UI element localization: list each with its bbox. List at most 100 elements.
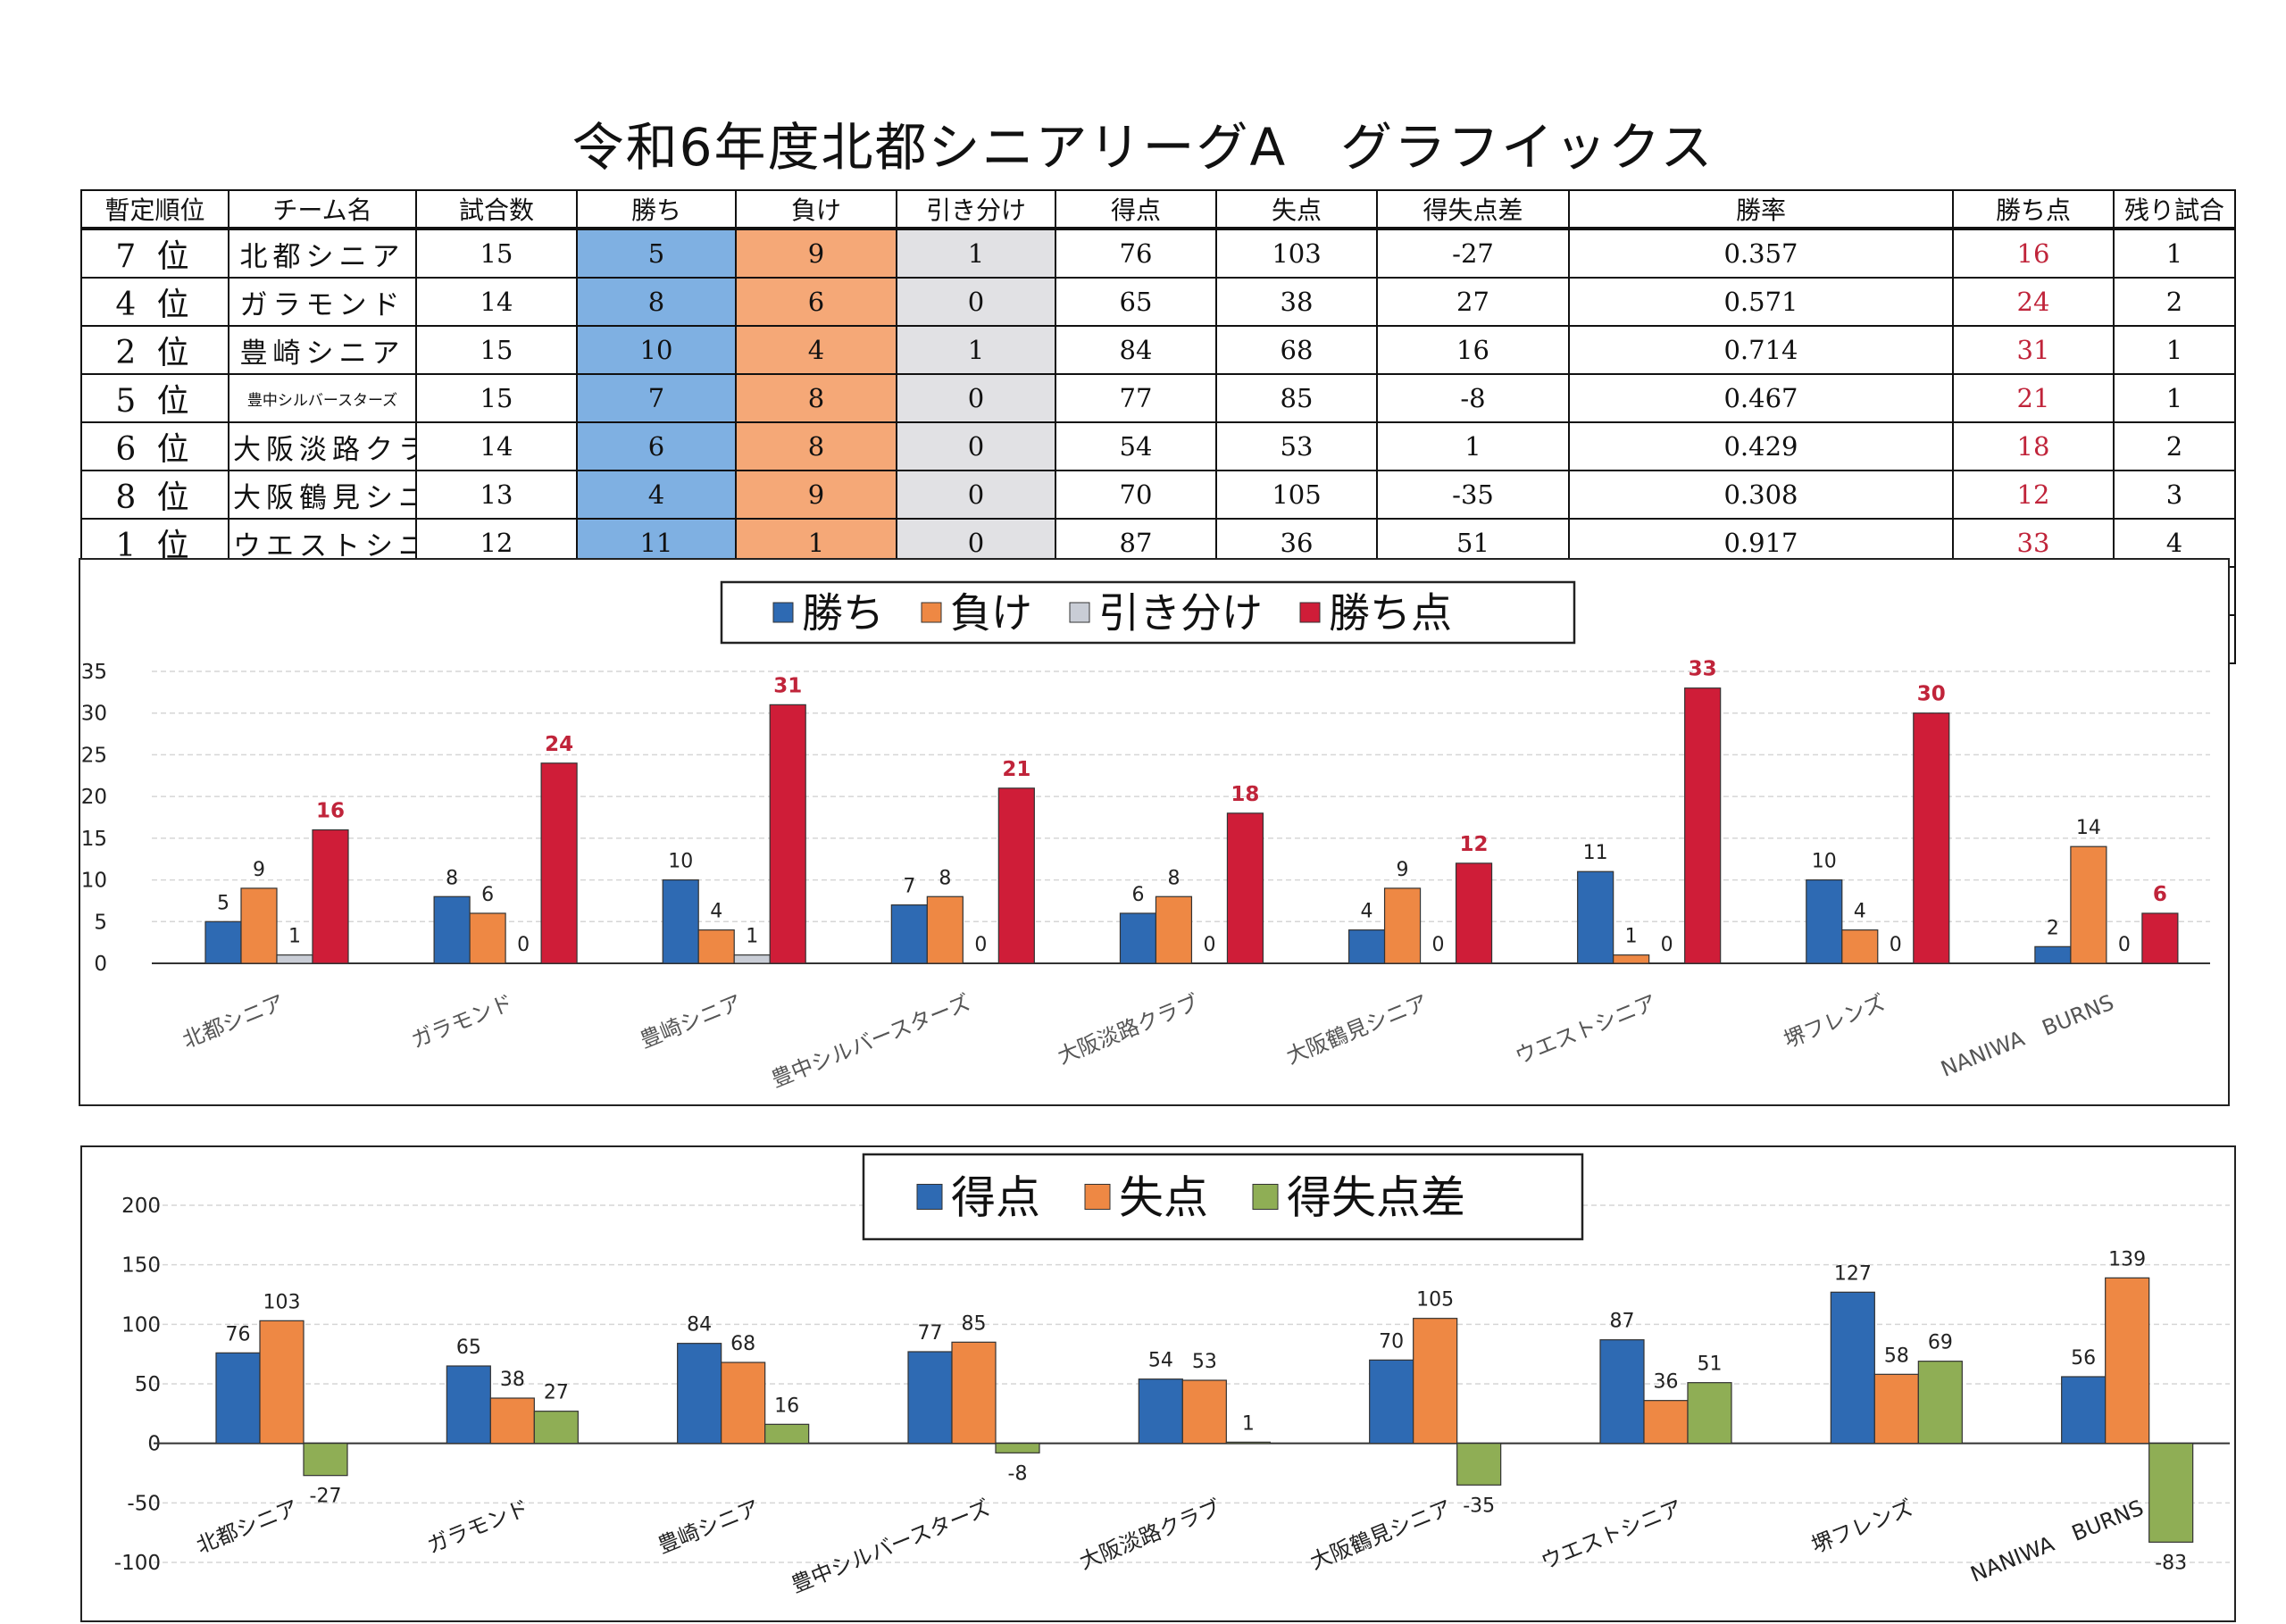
y-tick-label: 100 xyxy=(121,1313,161,1337)
bar-win xyxy=(662,879,699,964)
table-row: 4 位ガラモンド 14 8 6 0 65 38 27 0.571 24 2 xyxy=(80,277,2236,327)
data-label: 9 xyxy=(253,859,265,881)
bar-points xyxy=(540,762,578,964)
data-label: 85 xyxy=(962,1312,987,1335)
cell-win: 6 xyxy=(576,421,737,471)
cell-points: 24 xyxy=(1952,277,2115,327)
bar-allowed xyxy=(259,1320,305,1445)
data-label: 0 xyxy=(1432,934,1445,956)
cell-remaining: 3 xyxy=(2113,470,2236,520)
data-label: 69 xyxy=(1928,1332,1953,1354)
category-label: 堺フレンズ xyxy=(1808,1495,1916,1559)
cell-allowed: 85 xyxy=(1215,373,1378,423)
category-label: 豊中シルバースターズ xyxy=(788,1495,994,1598)
cell-games: 15 xyxy=(415,373,578,423)
y-tick-label: 10 xyxy=(81,870,107,893)
cell-win: 10 xyxy=(576,325,737,375)
bar-win xyxy=(1347,929,1386,964)
bar-draw xyxy=(733,954,771,964)
y-tick-label: 200 xyxy=(121,1195,161,1218)
bar-points xyxy=(1684,687,1722,964)
bar-diff xyxy=(533,1411,579,1445)
data-label: 4 xyxy=(1361,901,1373,923)
bar-win xyxy=(433,895,471,964)
bar-loss xyxy=(240,887,278,964)
cell-games: 15 xyxy=(415,228,578,279)
cell-draw: 1 xyxy=(896,228,1056,279)
y-tick-label: 15 xyxy=(81,828,107,851)
cell-team: 大阪淡路クラブ xyxy=(228,421,417,471)
legend-box xyxy=(720,580,1576,645)
bar-diff xyxy=(1917,1361,1963,1445)
cell-loss: 4 xyxy=(735,325,897,375)
category-label: 北都シニア xyxy=(193,1495,302,1559)
table-row: 7 位北都シニア 15 5 9 1 76 103 -27 0.357 16 1 xyxy=(80,228,2236,279)
cell-runs: 77 xyxy=(1055,373,1217,423)
cell-runs: 84 xyxy=(1055,325,1217,375)
data-label: -35 xyxy=(1463,1495,1495,1517)
y-tick-label: 150 xyxy=(121,1254,161,1278)
y-tick-label: 50 xyxy=(135,1373,161,1396)
cell-rank: 8 位 xyxy=(80,470,229,520)
cell-team: 豊中シルバースターズ xyxy=(228,373,417,423)
bar-runs xyxy=(1138,1378,1183,1445)
cell-win: 4 xyxy=(576,470,737,520)
data-label: 0 xyxy=(517,934,530,956)
data-label: -83 xyxy=(2155,1552,2187,1574)
cell-draw: 1 xyxy=(896,325,1056,375)
bar-points xyxy=(1226,812,1264,964)
data-label: 4 xyxy=(1854,901,1866,923)
data-label: 18 xyxy=(1231,783,1259,806)
legend-label-diff: 得失点差 xyxy=(1287,1172,1465,1224)
bar-allowed xyxy=(1181,1379,1227,1445)
cell-win: 7 xyxy=(576,373,737,423)
header-win: 勝ち xyxy=(576,189,737,229)
y-tick-label: 0 xyxy=(94,953,107,976)
cell-allowed: 68 xyxy=(1215,325,1378,375)
header-points: 勝ち点 xyxy=(1952,189,2115,229)
data-label: 31 xyxy=(773,674,802,697)
bar-win xyxy=(1806,879,1843,964)
cell-pct: 0.357 xyxy=(1568,228,1954,279)
cell-diff: -27 xyxy=(1376,228,1570,279)
cell-draw: 0 xyxy=(896,421,1056,471)
data-label: 14 xyxy=(2076,817,2101,839)
cell-loss: 9 xyxy=(735,228,897,279)
cell-draw: 0 xyxy=(896,470,1056,520)
record-chart-panel: 0 5 10 15 20 25 30 35 5 9 1 16 北都シニア 8 6 0 24 ガラモンド 10 4 1 31… xyxy=(79,558,2230,1106)
data-label: 16 xyxy=(774,1395,799,1417)
data-label: 1 xyxy=(1625,926,1638,948)
data-label: 7 xyxy=(903,876,915,898)
data-label: 87 xyxy=(1610,1311,1635,1333)
header-team: チーム名 xyxy=(228,189,417,229)
y-tick-label: 35 xyxy=(81,661,107,684)
bar-runs xyxy=(1830,1291,1875,1445)
category-label: 大阪淡路クラブ xyxy=(1054,990,1202,1070)
data-label: 21 xyxy=(1002,758,1030,781)
data-label: 16 xyxy=(316,800,345,823)
bar-diff xyxy=(764,1423,810,1445)
header-games: 試合数 xyxy=(415,189,578,229)
legend-swatch-points xyxy=(1299,602,1321,623)
cell-rank: 4 位 xyxy=(80,277,229,327)
header-runs: 得点 xyxy=(1055,189,1217,229)
data-label: 10 xyxy=(1812,851,1837,873)
data-label: 127 xyxy=(1834,1262,1872,1285)
cell-diff: -8 xyxy=(1376,373,1570,423)
data-label: 6 xyxy=(2153,883,2167,906)
cell-loss: 9 xyxy=(735,470,897,520)
cell-loss: 8 xyxy=(735,373,897,423)
bar-diff xyxy=(995,1443,1040,1453)
cell-remaining: 1 xyxy=(2113,325,2236,375)
cell-allowed: 53 xyxy=(1215,421,1378,471)
legend-label-points: 勝ち点 xyxy=(1329,589,1452,637)
data-label: 36 xyxy=(1654,1371,1679,1394)
data-label: 76 xyxy=(226,1323,251,1345)
cell-draw: 0 xyxy=(896,373,1056,423)
category-label: ガラモンド xyxy=(423,1495,532,1559)
data-label: 8 xyxy=(446,867,458,889)
category-label: 豊崎シニア xyxy=(637,990,746,1054)
cell-games: 13 xyxy=(415,470,578,520)
data-label: 1 xyxy=(288,926,301,948)
category-label: ガラモンド xyxy=(408,990,517,1054)
